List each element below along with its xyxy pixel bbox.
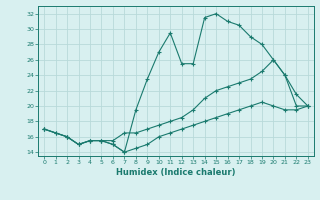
- X-axis label: Humidex (Indice chaleur): Humidex (Indice chaleur): [116, 168, 236, 177]
